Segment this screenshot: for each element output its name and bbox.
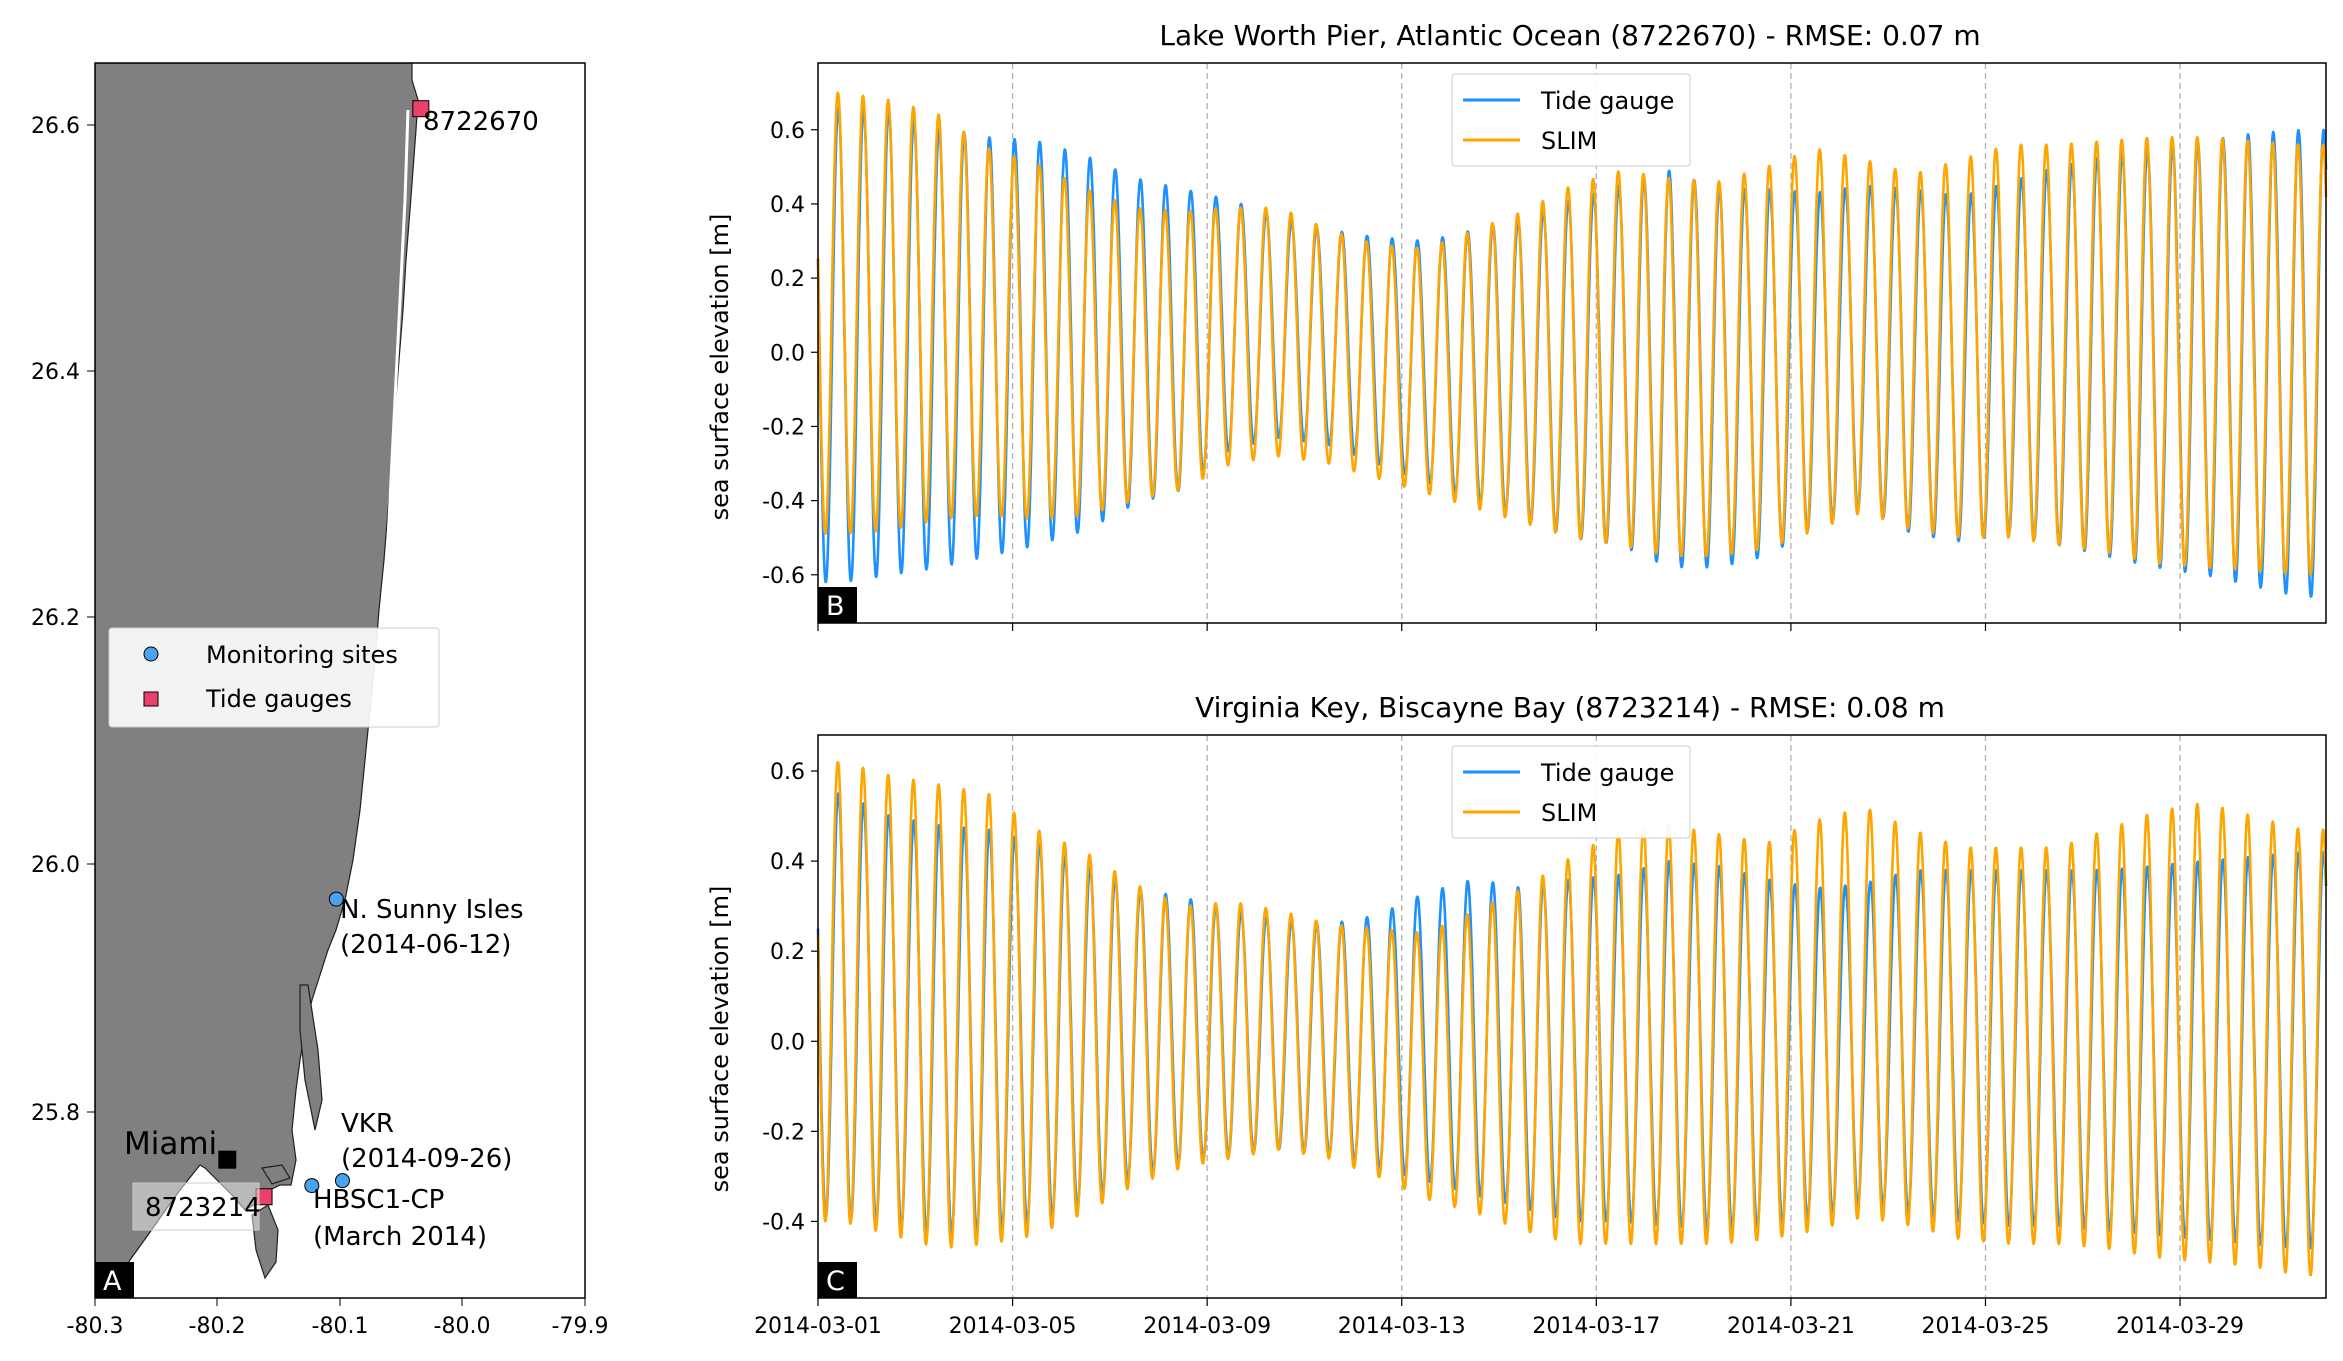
chart-legend: Tide gauge SLIM bbox=[1451, 745, 1691, 839]
map-markers bbox=[218, 100, 430, 1206]
map-y-tick-label: 26.2 bbox=[31, 606, 80, 631]
chart-frame bbox=[817, 62, 2327, 624]
y-tick-label: -0.4 bbox=[762, 490, 805, 515]
x-tick-label: 2014-03-17 bbox=[1532, 1314, 1660, 1339]
chart-frame bbox=[817, 734, 2327, 1299]
chart-title: Virginia Key, Biscayne Bay (8723214) - R… bbox=[1195, 691, 1945, 724]
map-y-tick-label: 26.4 bbox=[31, 360, 80, 385]
x-tick-label: 2014-03-13 bbox=[1338, 1314, 1466, 1339]
y-tick-label: 0.2 bbox=[770, 267, 805, 292]
panel-letter-b: B bbox=[826, 591, 845, 622]
panel-letter-a: A bbox=[103, 1266, 122, 1297]
tide-gauge-label-8723214: 8723214 bbox=[145, 1193, 261, 1223]
panel-letter-box bbox=[95, 1262, 134, 1298]
y-tick-label: 0.4 bbox=[770, 193, 805, 218]
legend-tide-gauge-label: Tide gauge bbox=[1540, 759, 1674, 787]
tide-gauge-label-box bbox=[132, 1182, 260, 1231]
tide-gauge-marker bbox=[255, 1188, 273, 1206]
x-tick-label: 2014-03-25 bbox=[1922, 1314, 2050, 1339]
site-date-hbsc1: (March 2014) bbox=[313, 1222, 487, 1252]
map-virginia-key bbox=[261, 1164, 291, 1185]
chart-plot-area: 0.6 0.4 0.2 0.0 -0.2 -0.4 -0.6 bbox=[762, 63, 2328, 631]
legend-tide-gauge-marker bbox=[143, 691, 159, 707]
panel-letter-c: C bbox=[826, 1266, 845, 1297]
tide-gauge-label-8722670: 8722670 bbox=[423, 107, 539, 137]
y-axis-title: sea surface elevation [m] bbox=[706, 886, 734, 1193]
panel-letter-box bbox=[818, 1262, 857, 1298]
monitoring-site-marker bbox=[304, 1178, 320, 1194]
series-line-slim bbox=[816, 91, 2328, 576]
map-y-tick-label: 26.6 bbox=[31, 114, 80, 139]
legend-monitoring-label: Monitoring sites bbox=[206, 641, 398, 669]
map-x-axis: -80.3 -80.2 -80.1 -80.0 -79.9 bbox=[67, 1298, 609, 1339]
x-tick-label: 2014-03-01 bbox=[754, 1314, 882, 1339]
monitoring-site-marker bbox=[334, 1173, 350, 1189]
chart-title: Lake Worth Pier, Atlantic Ocean (8722670… bbox=[1159, 19, 1980, 52]
site-date-vkr: (2014-09-26) bbox=[341, 1144, 512, 1174]
site-label-vkr: VKR bbox=[341, 1109, 394, 1139]
map-barrier-island bbox=[299, 984, 323, 1131]
y-tick-label: 0.6 bbox=[770, 119, 805, 144]
y-tick-label: 0.0 bbox=[770, 341, 805, 366]
y-tick-label: 0.4 bbox=[770, 850, 805, 875]
tide-gauge-marker bbox=[412, 100, 430, 118]
legend-tide-gauge-label: Tide gauge bbox=[1540, 87, 1674, 115]
site-label-sunny-isles: N. Sunny Isles bbox=[340, 895, 524, 925]
legend-slim-label: SLIM bbox=[1541, 799, 1597, 827]
y-axis-title: sea surface elevation [m] bbox=[706, 214, 734, 521]
y-tick-label: -0.2 bbox=[762, 415, 805, 440]
map-panel: -80.3 -80.2 -80.1 -80.0 -79.9 25.8 26.0 … bbox=[31, 62, 609, 1339]
y-tick-label: -0.6 bbox=[762, 564, 805, 589]
x-tick-label: 2014-03-21 bbox=[1727, 1314, 1855, 1339]
map-x-tick-label: -80.3 bbox=[67, 1314, 124, 1339]
site-label-hbsc1: HBSC1-CP bbox=[313, 1185, 444, 1215]
map-y-tick-label: 26.0 bbox=[31, 853, 80, 878]
monitoring-site-marker bbox=[328, 891, 344, 907]
y-tick-label: -0.2 bbox=[762, 1120, 805, 1145]
x-tick-label: 2014-03-29 bbox=[2116, 1314, 2244, 1339]
legend-monitoring-marker bbox=[143, 646, 159, 662]
map-intracoastal bbox=[364, 109, 410, 881]
y-tick-label: -0.4 bbox=[762, 1210, 805, 1235]
x-tick-label: 2014-03-09 bbox=[1143, 1314, 1271, 1339]
legend-slim-label: SLIM bbox=[1541, 127, 1597, 155]
legend-tide-gauge-label: Tide gauges bbox=[205, 685, 352, 713]
map-y-tick-label: 25.8 bbox=[31, 1101, 80, 1126]
map-x-tick-label: -80.1 bbox=[312, 1314, 369, 1339]
y-tick-label: 0.0 bbox=[770, 1030, 805, 1055]
chart-panel-lake-worth: Lake Worth Pier, Atlantic Ocean (8722670… bbox=[706, 19, 2328, 631]
chart-panel-virginia-key: Virginia Key, Biscayne Bay (8723214) - R… bbox=[706, 691, 2328, 1339]
map-x-tick-label: -80.2 bbox=[189, 1314, 246, 1339]
panel-letter-box bbox=[818, 587, 857, 623]
y-tick-label: 0.6 bbox=[770, 760, 805, 785]
chart-legend: Tide gauge SLIM bbox=[1451, 73, 1691, 167]
x-tick-label: 2014-03-05 bbox=[949, 1314, 1077, 1339]
y-tick-label: 0.2 bbox=[770, 940, 805, 965]
map-legend: Monitoring sites Tide gauges bbox=[108, 627, 440, 728]
chart-plot-area: 0.6 0.4 0.2 0.0 -0.2 -0.4 2014-03-01 2014-03-05… bbox=[754, 735, 2328, 1339]
map-x-tick-label: -80.0 bbox=[434, 1314, 491, 1339]
city-label-miami: Miami bbox=[124, 1126, 217, 1162]
site-date-sunny-isles: (2014-06-12) bbox=[340, 930, 511, 960]
map-y-axis: 25.8 26.0 26.2 26.4 26.6 bbox=[31, 114, 95, 1126]
city-marker-miami bbox=[218, 1150, 237, 1169]
map-x-tick-label: -79.9 bbox=[552, 1314, 609, 1339]
series-line-slim bbox=[816, 760, 2328, 1277]
